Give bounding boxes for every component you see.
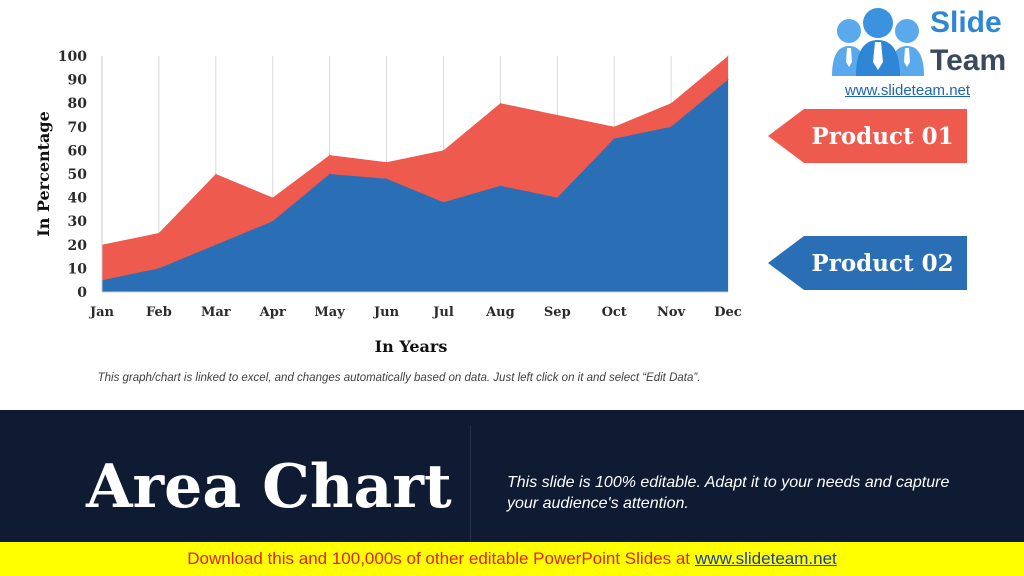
- y-tick-label: 70: [68, 120, 88, 136]
- y-tick-label: 50: [68, 167, 88, 183]
- y-tick-label: 40: [68, 191, 88, 207]
- point-series-1-dec: [727, 55, 729, 57]
- logo-url-link[interactable]: www.slideteam.net: [845, 82, 971, 99]
- x-tick-label-jun: Jun: [373, 305, 400, 320]
- point-series-1-mar: [215, 173, 217, 175]
- slide-title: Area Chart: [86, 452, 452, 522]
- chart-note: This graph/chart is linked to excel, and…: [97, 372, 701, 384]
- legend-product-01-label: Product 01: [811, 122, 954, 150]
- area-series-2: [102, 79, 728, 292]
- download-footer: Download this and 100,000s of other edit…: [0, 542, 1024, 576]
- x-tick-label-aug: Aug: [485, 305, 515, 320]
- legend-product-02-label: Product 02: [811, 249, 954, 277]
- legend-product-02: Product 02: [768, 236, 967, 290]
- point-series-2-nov: [670, 126, 672, 128]
- point-series-1-aug: [499, 102, 501, 104]
- slide-description: This slide is 100% editable. Adapt it to…: [507, 474, 950, 512]
- point-series-2-oct: [613, 138, 615, 140]
- y-axis-title: In Percentage: [34, 111, 53, 237]
- y-tick-label: 10: [68, 261, 88, 277]
- x-tick-label-jan: Jan: [89, 305, 115, 320]
- title-banner: Area Chart This slide is 100% editable. …: [0, 410, 1024, 546]
- x-tick-label-mar: Mar: [201, 305, 231, 320]
- banner-divider: [470, 426, 471, 546]
- x-tick-label-nov: Nov: [657, 305, 686, 320]
- x-tick-label-sep: Sep: [544, 305, 571, 320]
- point-series-2-mar: [215, 244, 217, 246]
- point-series-1-apr: [272, 197, 274, 199]
- x-tick-label-dec: Dec: [714, 305, 742, 320]
- footer-link[interactable]: www.slideteam.net: [695, 549, 837, 568]
- point-series-2-dec: [727, 79, 729, 81]
- y-tick-labels: 0 10 20 30 40 50 60 70 80 90 100: [58, 49, 87, 301]
- point-series-2-sep: [556, 197, 558, 199]
- people-group-icon: [832, 8, 924, 76]
- point-series-2-aug: [499, 185, 501, 187]
- point-series-2-jun: [386, 178, 387, 180]
- y-tick-label: 80: [68, 96, 88, 112]
- x-tick-labels: Jan Feb Mar Apr May Jun Jul Aug Sep Oct Nov Dec: [89, 305, 742, 320]
- chart-areas: [101, 55, 729, 292]
- x-tick-label-apr: Apr: [259, 305, 286, 320]
- area-chart: 0 10 20 30 40 50 60 70 80 90 100 Jan Feb Mar Apr May Ju…: [34, 49, 742, 356]
- y-tick-label: 30: [68, 214, 88, 230]
- point-series-1-oct: [613, 126, 615, 128]
- point-series-1-may: [329, 154, 331, 156]
- point-series-1-feb: [158, 232, 160, 234]
- x-axis-title: In Years: [375, 337, 448, 356]
- slideteam-logo[interactable]: Slide Team www.slideteam.net: [826, 0, 1024, 104]
- y-tick-label: 100: [58, 49, 87, 65]
- y-tick-label: 0: [77, 285, 87, 301]
- point-series-1-sep: [556, 114, 558, 116]
- x-tick-label-oct: Oct: [602, 305, 627, 320]
- x-tick-label-jul: Jul: [432, 305, 454, 320]
- point-series-1-nov: [670, 102, 672, 104]
- logo-word-team: Team: [930, 44, 1007, 77]
- chart-axes: [101, 56, 728, 293]
- x-tick-label-may: May: [314, 305, 345, 320]
- point-series-1-jun: [386, 161, 387, 163]
- logo-word-slide: Slide: [930, 6, 1002, 39]
- footer-text: Download this and 100,000s of other edit…: [187, 549, 691, 568]
- point-series-2-apr: [272, 220, 274, 222]
- point-series-2-feb: [158, 267, 160, 269]
- point-series-2-jul: [443, 201, 444, 203]
- y-tick-label: 60: [68, 143, 88, 159]
- legend-product-01: Product 01: [768, 109, 967, 163]
- point-series-2-may: [329, 173, 331, 175]
- point-series-1-jul: [443, 149, 444, 151]
- y-tick-label: 90: [68, 73, 88, 89]
- x-tick-label-feb: Feb: [146, 305, 172, 320]
- y-tick-label: 20: [68, 238, 88, 254]
